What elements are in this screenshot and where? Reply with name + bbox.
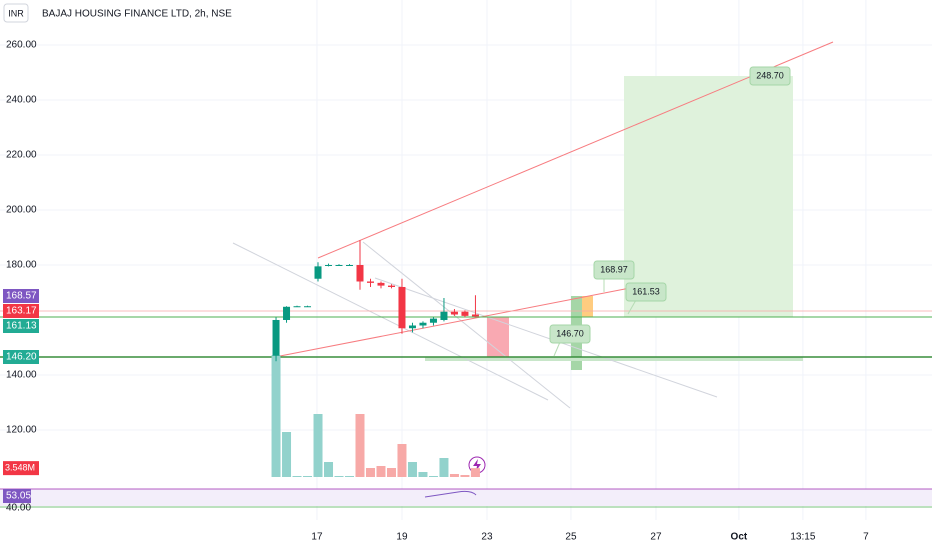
volume-bar <box>334 476 344 477</box>
candle-body <box>398 286 406 329</box>
callout-box <box>593 260 635 280</box>
callout-box <box>625 282 667 302</box>
callout-box <box>749 66 791 86</box>
rsi-label: 53.05 <box>6 491 31 502</box>
candle-body <box>283 306 291 320</box>
candle-body <box>335 264 343 266</box>
volume-bar <box>365 468 375 477</box>
volume-bar <box>271 355 281 477</box>
x-tick-label: 17 <box>311 532 323 543</box>
zone <box>582 296 593 317</box>
volume-bar <box>449 474 459 477</box>
price-label: 146.20 <box>6 352 37 363</box>
callout-label: 161.53 <box>632 286 660 296</box>
x-tick-label: 27 <box>650 532 662 543</box>
candle-body <box>304 306 312 308</box>
volume-bar <box>439 458 449 477</box>
volume-bar <box>376 466 386 477</box>
candle-body <box>450 311 458 315</box>
stop-zone <box>487 317 509 357</box>
candle-body <box>293 306 301 308</box>
trend-line <box>317 41 834 259</box>
volume-bar <box>303 476 313 477</box>
y-tick-label: 120.00 <box>6 425 37 436</box>
candle-body <box>471 314 479 317</box>
x-tick-label: 19 <box>396 532 408 543</box>
candle-body <box>387 285 395 287</box>
candle-body <box>366 281 374 283</box>
candle-body <box>461 311 469 316</box>
y-tick-label: 140.00 <box>6 370 37 381</box>
candle-body <box>377 282 385 286</box>
price-label: 168.57 <box>6 291 37 302</box>
candle-body <box>314 266 322 279</box>
rsi-tick-label: 40.00 <box>6 503 31 514</box>
volume-bar <box>345 476 354 477</box>
x-tick-label: 25 <box>565 532 577 543</box>
candle-body <box>356 264 364 282</box>
callout-label: 146.70 <box>556 328 584 338</box>
callout-pointer <box>627 299 637 315</box>
candle-body <box>408 325 416 329</box>
volume-bar <box>292 476 302 477</box>
x-tick-label: 23 <box>481 532 493 543</box>
candle-body <box>272 319 280 356</box>
x-tick-label: Oct <box>731 532 748 543</box>
y-tick-label: 180.00 <box>6 260 37 271</box>
rsi-band <box>0 489 932 506</box>
volume-bar <box>313 414 323 477</box>
rsi-label-box <box>3 489 31 503</box>
volume-bar <box>470 468 480 477</box>
rsi-curve <box>424 490 477 498</box>
candle-body <box>346 264 353 266</box>
price-label-box <box>3 350 39 364</box>
volume-bar <box>282 432 292 477</box>
volume-label: 3.548M <box>5 463 35 473</box>
price-label-box <box>3 289 39 303</box>
target-zone <box>624 76 793 317</box>
y-tick-label: 260.00 <box>6 40 37 51</box>
price-label: 163.17 <box>6 306 37 317</box>
volume-bar <box>407 462 417 477</box>
trend-line <box>232 242 549 401</box>
candle-body <box>440 311 448 320</box>
candle-body <box>429 318 437 323</box>
y-tick-label: 200.00 <box>6 205 37 216</box>
callout-label: 168.97 <box>600 264 628 274</box>
price-label-box <box>3 319 39 333</box>
y-tick-label: 220.00 <box>6 150 37 161</box>
callout-box <box>549 324 591 344</box>
y-tick-label: 240.00 <box>6 95 37 106</box>
volume-bar <box>386 468 396 477</box>
volume-label-box <box>3 461 39 476</box>
volume-bar <box>418 472 428 477</box>
price-label-box <box>3 304 39 318</box>
callout-label: 248.70 <box>756 70 784 80</box>
chart-title: BAJAJ HOUSING FINANCE LTD, 2h, NSE <box>42 9 232 20</box>
zone <box>425 357 803 361</box>
candle-body <box>325 264 333 266</box>
callout-pointer <box>553 341 561 357</box>
volume-bar <box>428 476 438 477</box>
volume-bar <box>397 444 407 477</box>
price-label: 161.13 <box>6 321 37 332</box>
trend-line <box>279 287 631 357</box>
trend-line <box>374 277 718 398</box>
event-icon <box>473 459 481 471</box>
volume-bar <box>355 414 365 477</box>
candle-body <box>419 322 427 326</box>
x-tick-label: 13:15 <box>790 532 815 543</box>
currency: INR <box>8 8 24 18</box>
currency-box <box>3 3 29 23</box>
x-tick-label: 7 <box>863 532 869 543</box>
volume-bar <box>460 475 470 477</box>
trend-line <box>362 241 571 409</box>
volume-bar <box>324 462 334 477</box>
